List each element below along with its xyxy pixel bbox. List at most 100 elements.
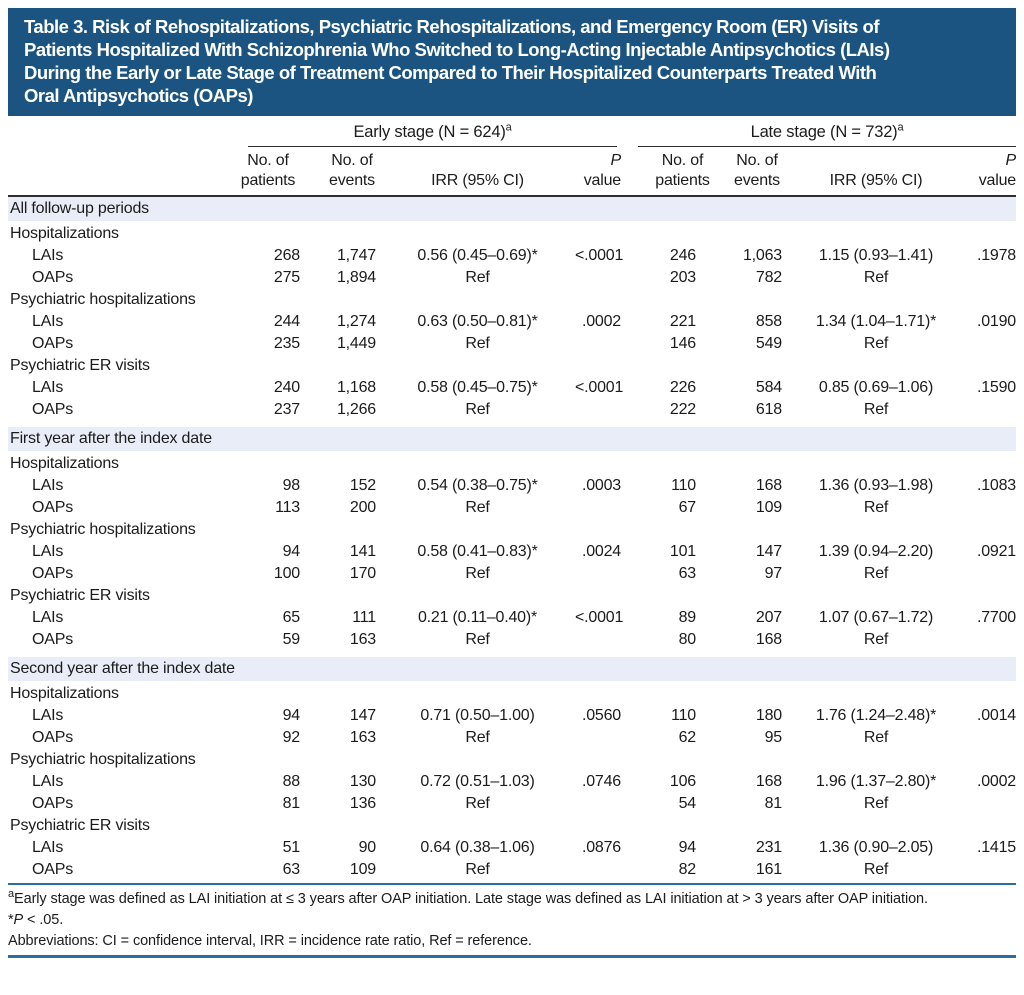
late-p-value xyxy=(966,497,1016,519)
late-irr-95ci: 1.96 (1.37–2.80)* xyxy=(815,773,937,790)
late-p-value xyxy=(966,267,1016,289)
late-no-of-events: 168 xyxy=(755,477,782,494)
late-no-of-patients: 106 xyxy=(669,773,696,790)
early-no-of-events: 1,449 xyxy=(336,335,376,352)
treatment-group-label: LAIs xyxy=(32,379,64,396)
late-no-of-events: 109 xyxy=(755,499,782,516)
outcome-label-row: Psychiatric hospitalizations xyxy=(10,751,196,768)
early-no-of-events: 1,266 xyxy=(336,401,376,418)
early-no-of-patients: 65 xyxy=(282,609,301,626)
late-no-of-patients: 221 xyxy=(669,313,696,330)
early-no-of-events: 141 xyxy=(349,543,376,560)
data-row: OAPs 92 163 Ref 62 95 Ref xyxy=(8,727,1016,749)
outcome-label-row: Psychiatric ER visits xyxy=(10,357,150,374)
late-irr-95ci: 0.85 (0.69–1.06) xyxy=(818,379,934,396)
late-irr-95ci: Ref xyxy=(863,335,889,352)
early-irr-95ci: Ref xyxy=(465,795,490,812)
early-no-of-patients: 51 xyxy=(282,839,301,856)
outcome-label-row: Psychiatric hospitalizations xyxy=(10,291,196,308)
early-p-value xyxy=(575,859,625,881)
early-no-of-events: 1,168 xyxy=(336,379,376,396)
treatment-group-label: OAPs xyxy=(32,861,73,878)
early-no-of-events: 163 xyxy=(349,631,376,648)
early-p-value: .0746 xyxy=(581,773,621,790)
outcome-label-row: Psychiatric ER visits xyxy=(10,587,150,604)
late-p-value: .1978 xyxy=(976,247,1016,264)
late-no-of-patients: 89 xyxy=(678,609,697,626)
treatment-group-label: OAPs xyxy=(32,335,73,352)
early-no-of-patients: 275 xyxy=(273,269,300,286)
late-p-value xyxy=(966,333,1016,355)
data-row: OAPs 235 1,449 Ref 146 549 Ref xyxy=(8,333,1016,355)
late-stage-label: Late stage (N = 732) xyxy=(750,123,898,141)
table-title-line-1: Table 3. Risk of Rehospitalizations, Psy… xyxy=(24,16,880,37)
early-irr-95ci: 0.58 (0.45–0.75)* xyxy=(417,379,538,396)
late-p-value xyxy=(966,399,1016,421)
early-p-value: <.0001 xyxy=(575,379,624,396)
outcome-label-row: Hospitalizations xyxy=(10,225,119,242)
early-no-of-patients: 63 xyxy=(282,861,301,878)
late-p-value: .1083 xyxy=(976,477,1016,494)
early-no-of-patients: 88 xyxy=(282,773,301,790)
late-no-of-events: 95 xyxy=(764,729,783,746)
late-no-of-patients: 110 xyxy=(671,707,696,724)
early-p-value xyxy=(575,497,625,519)
early-irr-95ci: 0.71 (0.50–1.00) xyxy=(420,707,535,724)
early-events-column-header: No. of events xyxy=(329,152,375,189)
late-irr-95ci: Ref xyxy=(863,861,889,878)
late-no-of-events: 180 xyxy=(755,707,782,724)
early-no-of-events: 130 xyxy=(349,773,376,790)
early-p-value xyxy=(575,267,625,289)
early-pvalue-column-header: P value xyxy=(583,152,621,189)
early-no-of-events: 1,274 xyxy=(336,313,376,330)
early-p-value: .0003 xyxy=(581,477,621,494)
late-no-of-events: 168 xyxy=(755,631,782,648)
late-p-value: .1415 xyxy=(976,839,1016,856)
data-row: LAIs 65 111 0.21 (0.11–0.40)* <.0001 89 207 1.0… xyxy=(8,607,1016,629)
early-no-of-patients: 244 xyxy=(273,313,300,330)
footnote-divider-rule xyxy=(8,883,1016,885)
early-no-of-events: 136 xyxy=(349,795,376,812)
footnote-abbreviations: Abbreviations: CI = confidence interval,… xyxy=(8,933,532,949)
late-p-value: .0002 xyxy=(976,773,1016,790)
early-irr-95ci: Ref xyxy=(465,729,490,746)
late-irr-95ci: Ref xyxy=(863,795,889,812)
row-label-column-header xyxy=(8,191,232,195)
treatment-group-label: LAIs xyxy=(32,707,64,724)
table-title-line-3: During the Early or Late Stage of Treatm… xyxy=(24,62,877,83)
treatment-group-label: OAPs xyxy=(32,401,73,418)
early-patients-column-header: No. of patients xyxy=(240,152,296,189)
late-no-of-events: 168 xyxy=(755,773,782,790)
data-row: LAIs 94 141 0.58 (0.41–0.83)* .0024 101 147 1.3… xyxy=(8,541,1016,563)
early-p-value xyxy=(575,727,625,749)
late-irr-95ci: 1.76 (1.24–2.48)* xyxy=(815,707,937,724)
treatment-group-label: OAPs xyxy=(32,499,73,516)
early-irr-column-header: IRR (95% CI) xyxy=(431,172,524,189)
late-no-of-events: 618 xyxy=(755,401,782,418)
data-row: LAIs 244 1,274 0.63 (0.50–0.81)* .0002 221 858… xyxy=(8,311,1016,333)
early-no-of-patients: 268 xyxy=(273,247,300,264)
treatment-group-label: LAIs xyxy=(32,247,64,264)
table-title-line-4: Oral Antipsychotics (OAPs) xyxy=(24,85,253,106)
data-row: OAPs 63 109 Ref 82 161 Ref xyxy=(8,859,1016,881)
late-irr-95ci: 1.36 (0.90–2.05) xyxy=(818,839,934,856)
late-no-of-events: 231 xyxy=(755,839,782,856)
late-p-value: .0190 xyxy=(976,313,1016,330)
early-p-value: .0024 xyxy=(581,543,621,560)
treatment-group-label: LAIs xyxy=(32,313,64,330)
early-p-value: .0560 xyxy=(581,707,621,724)
data-row: LAIs 240 1,168 0.58 (0.45–0.75)* <.0001 226 58… xyxy=(8,377,1016,399)
treatment-group-label: OAPs xyxy=(32,795,73,812)
early-irr-95ci: 0.72 (0.51–1.03) xyxy=(420,773,535,790)
early-no-of-patients: 237 xyxy=(273,401,300,418)
early-no-of-patients: 92 xyxy=(282,729,301,746)
late-no-of-patients: 146 xyxy=(669,335,696,352)
early-p-value: <.0001 xyxy=(575,609,624,626)
early-irr-95ci: 0.54 (0.38–0.75)* xyxy=(417,477,538,494)
outcome-label-row: Hospitalizations xyxy=(10,685,119,702)
late-p-value: .0014 xyxy=(976,707,1016,724)
early-p-value xyxy=(575,333,625,355)
treatment-group-label: OAPs xyxy=(32,269,73,286)
late-irr-95ci: Ref xyxy=(863,499,889,516)
early-irr-95ci: 0.21 (0.11–0.40)* xyxy=(417,609,538,626)
